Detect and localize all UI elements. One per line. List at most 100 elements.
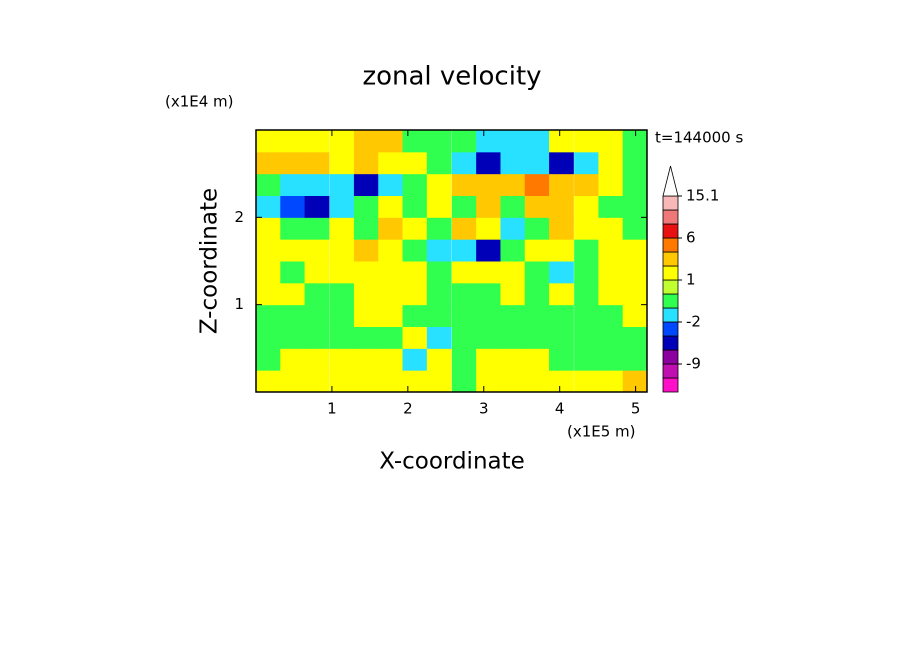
field-cell xyxy=(622,261,648,284)
field-cell xyxy=(329,304,355,327)
field-cell xyxy=(280,282,306,306)
field-cell xyxy=(426,130,452,153)
field-cell xyxy=(524,195,550,218)
field-cell xyxy=(598,239,624,262)
field-cell xyxy=(353,282,379,306)
field-cell xyxy=(500,282,526,306)
field-cell xyxy=(500,151,526,175)
field-cell xyxy=(426,282,452,306)
field-cell xyxy=(304,348,330,371)
chart-title: zonal velocity xyxy=(362,62,541,92)
x-tick-label: 4 xyxy=(555,400,565,418)
field-cell xyxy=(353,239,379,262)
field-cell xyxy=(256,130,281,153)
field-cell xyxy=(574,151,599,175)
field-cell xyxy=(574,370,599,393)
y-tick-label: 1 xyxy=(234,295,244,313)
field-cell xyxy=(622,173,648,196)
field-cell xyxy=(280,130,306,153)
field-cell xyxy=(280,348,306,371)
field-cell xyxy=(574,239,599,262)
field-cell xyxy=(280,195,306,218)
field-cell xyxy=(549,304,574,327)
colorbar-label: -2 xyxy=(686,313,701,331)
field-cell xyxy=(402,217,428,240)
field-cell xyxy=(329,261,355,284)
field-cell xyxy=(524,217,550,240)
field-cell xyxy=(500,130,526,153)
x-tick-label: 5 xyxy=(631,400,641,418)
field-cell xyxy=(353,151,379,175)
field-cell xyxy=(256,173,281,196)
field-cell xyxy=(329,326,355,349)
plot-frame xyxy=(255,129,648,393)
field-cell xyxy=(256,304,281,327)
colorbar-band xyxy=(662,195,679,211)
colorbar-band xyxy=(662,293,679,309)
field-cell xyxy=(549,261,574,284)
field-cell xyxy=(598,348,624,371)
field-cell xyxy=(402,173,428,196)
field-cell xyxy=(598,130,624,153)
field-cell xyxy=(476,151,501,175)
colorbar-band xyxy=(662,265,679,281)
field-cell xyxy=(353,130,379,153)
field-cell xyxy=(329,282,355,306)
colorbar-band xyxy=(662,251,679,267)
field-cell xyxy=(549,130,574,153)
field-cell xyxy=(524,282,550,306)
field-cell xyxy=(598,326,624,349)
field-cell xyxy=(329,130,355,153)
field-cell xyxy=(524,130,550,153)
field-cell xyxy=(524,261,550,284)
colorbar-label: 6 xyxy=(686,229,696,247)
field-cell xyxy=(476,348,501,371)
field-cell xyxy=(280,261,306,284)
field-cell xyxy=(256,348,281,371)
colorbar-band xyxy=(662,335,679,351)
field-cell xyxy=(280,304,306,327)
field-cell xyxy=(426,304,452,327)
field-cell xyxy=(500,217,526,240)
field-cell xyxy=(574,348,599,371)
field-cell xyxy=(402,130,428,153)
field-cell xyxy=(378,217,404,240)
field-cell xyxy=(426,173,452,196)
field-cell xyxy=(622,370,648,393)
field-cell xyxy=(329,370,355,393)
field-cell xyxy=(256,261,281,284)
field-cell xyxy=(549,326,574,349)
field-cell xyxy=(280,151,306,175)
field-cell xyxy=(622,304,648,327)
field-cell xyxy=(476,173,501,196)
field-cell xyxy=(426,195,452,218)
field-cell xyxy=(476,282,501,306)
field-cell xyxy=(598,304,624,327)
field-cell xyxy=(402,282,428,306)
field-cell xyxy=(280,239,306,262)
colorbar-band xyxy=(662,209,679,225)
field-cell xyxy=(476,370,501,393)
field-cell xyxy=(451,195,477,218)
field-cell xyxy=(500,173,526,196)
field-cell xyxy=(451,217,477,240)
field-cell xyxy=(378,239,404,262)
field-cell xyxy=(353,370,379,393)
field-cell xyxy=(378,151,404,175)
field-cell xyxy=(304,173,330,196)
field-cell xyxy=(524,151,550,175)
colorbar-band xyxy=(662,307,679,323)
field-cell xyxy=(622,195,648,218)
field-cell xyxy=(622,217,648,240)
field-cell xyxy=(500,348,526,371)
field-cell xyxy=(402,304,428,327)
field-cell xyxy=(574,326,599,349)
field-cell xyxy=(304,326,330,349)
field-cell xyxy=(426,261,452,284)
field-cell xyxy=(451,370,477,393)
field-cell xyxy=(476,304,501,327)
y-tick-label: 2 xyxy=(234,208,244,226)
field-cell xyxy=(426,326,452,349)
field-cell xyxy=(256,217,281,240)
field-cell xyxy=(524,326,550,349)
